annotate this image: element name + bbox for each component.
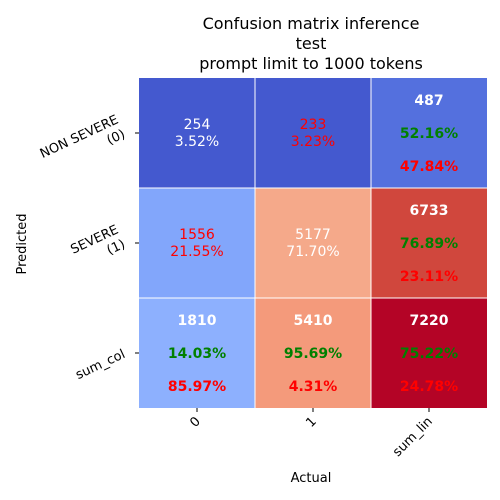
- cell-2-2-text-1: 75.22%: [400, 346, 458, 362]
- cell-0-2-text-1: 52.16%: [400, 126, 458, 142]
- cell-0-1: [255, 78, 371, 188]
- title-line-2: prompt limit to 1000 tokens: [199, 54, 423, 73]
- cell-0-0-text-1: 3.52%: [175, 134, 219, 150]
- cell-1-2-text-2: 23.11%: [400, 269, 458, 285]
- cell-1-2: [371, 188, 487, 298]
- cell-2-0-text-2: 85.97%: [168, 379, 226, 395]
- y-tick-label-2: sum_col: [73, 347, 127, 383]
- cell-0-0-text-0: 254: [184, 117, 211, 133]
- title-line-0: Confusion matrix inference: [203, 14, 420, 33]
- cell-2-0-text-1: 14.03%: [168, 346, 226, 362]
- cell-2-2-text-0: 7220: [410, 313, 449, 329]
- cell-2-2: [371, 298, 487, 408]
- cell-0-2-text-0: 487: [414, 93, 443, 109]
- cell-2-1-text-0: 5410: [294, 313, 333, 329]
- y-tick-label-1-line-1: (1): [105, 237, 128, 258]
- x-tick-label-0: 0: [187, 414, 203, 430]
- cell-2-2-text-2: 24.78%: [400, 379, 458, 395]
- cell-0-2-text-2: 47.84%: [400, 159, 458, 175]
- cell-1-0: [139, 188, 255, 298]
- x-tick-label-1: 1: [303, 414, 319, 430]
- cell-1-0-text-0: 1556: [179, 227, 215, 243]
- cell-2-1-text-2: 4.31%: [289, 379, 338, 395]
- cell-0-1-text-0: 233: [300, 117, 327, 133]
- y-axis-ticks: NON SEVERE(0) SEVERE(1) sum_col: [38, 113, 139, 383]
- title-line-1: test: [296, 34, 327, 53]
- y-axis-label: Predicted: [15, 213, 30, 274]
- y-tick-label-1: SEVERE(1): [69, 223, 128, 273]
- cell-1-1-text-1: 71.70%: [286, 244, 339, 260]
- cell-2-0: [139, 298, 255, 408]
- cell-1-1: [255, 188, 371, 298]
- cell-2-1-text-1: 95.69%: [284, 346, 342, 362]
- y-tick-label-0: NON SEVERE(0): [38, 113, 128, 177]
- cell-0-2: [371, 78, 487, 188]
- cell-1-0-text-1: 21.55%: [170, 244, 223, 260]
- cell-1-2-text-1: 76.89%: [400, 236, 458, 252]
- cell-0-1-text-1: 3.23%: [291, 134, 335, 150]
- y-tick-label-2-line-0: sum_col: [73, 347, 127, 383]
- cell-1-1-text-0: 5177: [295, 227, 331, 243]
- x-tick-label-2: sum_lin: [390, 414, 436, 460]
- cell-2-1: [255, 298, 371, 408]
- cell-2-0-text-0: 1810: [178, 313, 217, 329]
- x-axis-label: Actual: [291, 471, 332, 486]
- cell-0-0: [139, 78, 255, 188]
- cell-1-2-text-0: 6733: [410, 203, 449, 219]
- y-tick-label-0-line-1: (0): [105, 127, 128, 148]
- x-axis-ticks: 0 1 sum_lin: [187, 408, 436, 460]
